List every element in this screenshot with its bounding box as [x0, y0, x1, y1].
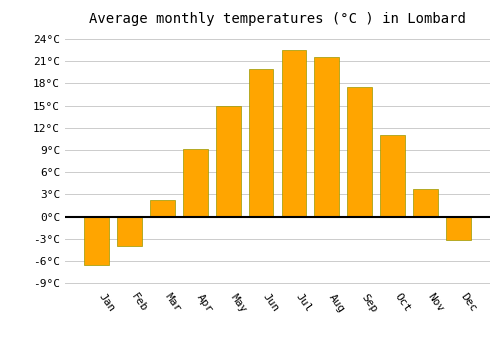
Bar — [314, 57, 339, 217]
Bar — [282, 50, 306, 217]
Bar — [248, 69, 274, 217]
Bar — [216, 106, 240, 217]
Bar — [150, 200, 174, 217]
Bar — [446, 217, 470, 240]
Bar — [117, 217, 142, 246]
Bar — [84, 217, 109, 265]
Bar — [348, 87, 372, 217]
Bar — [380, 135, 405, 217]
Bar — [413, 189, 438, 217]
Title: Average monthly temperatures (°C ) in Lombard: Average monthly temperatures (°C ) in Lo… — [89, 12, 466, 26]
Bar — [183, 148, 208, 217]
